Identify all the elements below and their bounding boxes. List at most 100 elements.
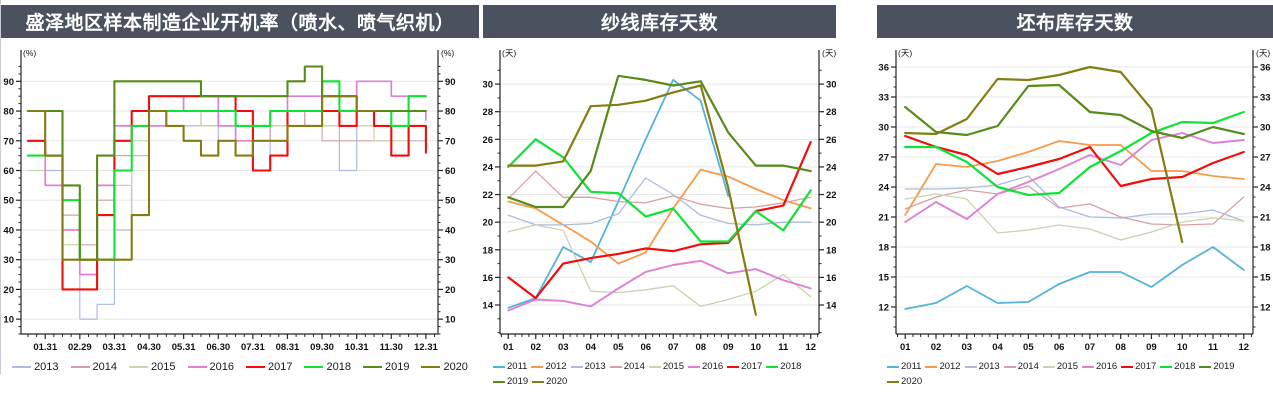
series-line-2020 [904,65,1184,244]
legend-swatch [1199,366,1212,368]
legend-swatch [246,366,265,368]
legend-swatch [421,366,441,368]
chart-legend: 2011 2012 2013 2014 2015 2016 2017 2018 2019 2020 [877,360,1273,390]
svg-text:07.31: 07.31 [241,342,265,353]
svg-text:03: 03 [558,342,569,353]
svg-text:24: 24 [878,183,889,194]
legend-item-2018: 2018 [304,360,351,374]
svg-text:01: 01 [503,342,514,353]
svg-text:33: 33 [1260,93,1271,104]
svg-text:10.31: 10.31 [345,342,369,353]
series-line-2019 [26,65,427,261]
legend-item-2013: 2013 [12,360,59,374]
legend-item-2017: 2017 [727,360,762,374]
legend-swatch [70,366,90,368]
legend-label: 2017 [741,361,763,372]
series-lines [26,65,427,320]
svg-text:30: 30 [826,80,836,91]
x-axis-ticks: 01 02 03 04 05 06 07 08 09 10 11 12 [500,334,819,353]
legend-label: 2017 [1135,361,1157,372]
svg-text:03: 03 [961,342,972,353]
chart-title-bar: 盛泽地区样本制造企业开机率（喷水、喷气织机） [1,5,479,38]
legend-item-2018: 2018 [766,360,801,374]
legend-item-2012: 2012 [925,360,961,374]
legend-label: 2017 [268,361,293,373]
svg-text:24: 24 [483,162,494,173]
legend-label: 2013 [978,361,1000,372]
series-line-2014 [27,110,427,246]
series-line-2020 [26,95,376,261]
svg-text:28: 28 [483,107,493,118]
svg-text:30: 30 [445,255,456,266]
series-line-2015 [507,224,812,308]
svg-text:(天): (天) [502,48,516,58]
x-axis-ticks: 01.31 02.29 03.31 04.30 05.31 06.30 07.31 08.31… [27,334,438,353]
legend-label: 2018 [780,361,802,372]
svg-text:01: 01 [900,342,911,353]
gridlines [896,66,1253,308]
series-line-2015 [27,110,427,261]
legend-label: 2020 [546,376,568,387]
svg-text:60: 60 [445,166,456,177]
series-line-2018 [904,110,1245,197]
svg-text:30: 30 [3,255,14,266]
legend-swatch [1082,366,1094,368]
svg-text:60: 60 [3,166,14,177]
svg-text:12: 12 [805,342,816,353]
legend-item-2014: 2014 [1003,360,1039,374]
legend-item-2020: 2020 [421,360,468,374]
series-line-2013 [507,177,812,226]
svg-text:10: 10 [750,342,761,353]
axes [499,50,820,335]
svg-text:15: 15 [1260,273,1271,284]
svg-text:09: 09 [1146,342,1157,353]
yarn-inventory-chart: 14 14 16 16 18 18 20 20 22 22 24 24 26 26 28 28 30 30 01 02… [483,38,836,356]
legend-label: 2011 [901,361,922,372]
legend-label: 2018 [1174,361,1196,372]
x-axis-ticks: 01 02 03 04 05 06 07 08 09 10 11 12 [897,334,1252,353]
svg-text:12: 12 [1260,303,1271,314]
panel-operating-rate: 盛泽地区样本制造企业开机率（喷水、喷气织机） 10 10 20 20 30 30 40 40 5… [0,0,479,374]
legend-swatch [12,366,32,368]
svg-text:01.31: 01.31 [33,342,57,353]
svg-text:06: 06 [1054,342,1065,353]
svg-text:07: 07 [668,342,679,353]
chart-title-bar: 坯布库存天数 [877,5,1273,38]
series-line-2011 [904,246,1245,310]
chart-title: 盛泽地区样本制造企业开机率（喷水、喷气织机） [25,13,455,34]
svg-text:20: 20 [483,218,493,229]
svg-text:18: 18 [483,245,493,256]
legend-label: 2016 [1096,361,1118,372]
legend-label: 2018 [326,361,351,373]
legend-item-2017: 2017 [246,360,292,374]
svg-text:02: 02 [530,342,541,353]
legend-swatch [925,366,938,368]
svg-text:14: 14 [826,301,836,312]
y-axis-ticks: 10 10 20 20 30 30 40 40 50 50 60 60 70 70 80 80 90 90 [3,65,456,335]
svg-text:(天): (天) [1256,48,1270,58]
series-line-2016 [904,132,1245,223]
legend-item-2011: 2011 [493,360,527,374]
series-line-2013 [27,110,427,320]
legend-swatch [493,381,505,383]
svg-text:(%): (%) [441,48,454,58]
y-axis-ticks: 12 12 15 15 18 18 21 21 24 24 27 27 30 30 33 33 36 36 [878,63,1271,328]
legend-swatch [1042,366,1055,368]
legend-item-2016: 2016 [1082,360,1117,374]
legend-label: 2014 [1017,361,1039,372]
operating-rate-chart: 10 10 20 20 30 30 40 40 50 50 60 60 70 70 80 80 90 90 01.3… [1,38,479,356]
svg-text:80: 80 [3,107,14,118]
legend-label: 2019 [507,376,529,387]
chart-title-bar: 纱线库存天数 [483,5,836,38]
series-lines [507,74,812,316]
svg-text:06.30: 06.30 [206,342,230,353]
legend-label: 2016 [209,361,234,373]
axes [895,50,1254,335]
svg-text:16: 16 [826,273,836,284]
series-line-2018 [507,138,812,243]
legend-swatch [688,366,700,368]
series-line-2020 [507,84,757,316]
svg-text:16: 16 [483,273,493,284]
svg-text:40: 40 [3,225,14,236]
svg-text:22: 22 [483,190,493,201]
